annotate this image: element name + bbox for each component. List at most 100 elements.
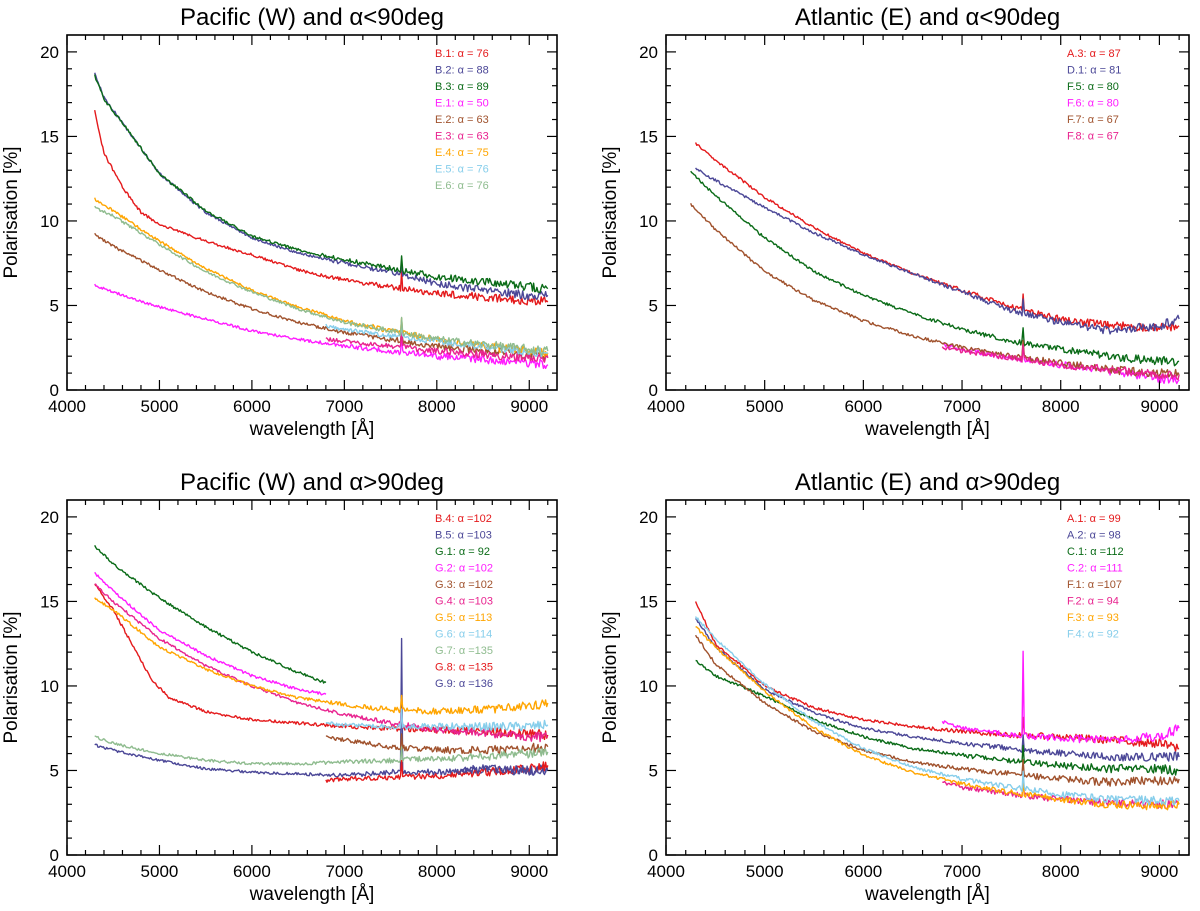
series-line (694, 634, 1180, 787)
series-line (941, 344, 1180, 381)
legend-entry: A.2: α = 98 (1067, 530, 1121, 542)
legend-entry: E.2: α = 63 (435, 114, 489, 126)
chart-panel-4: Atlantic (E) and α>90deg wavelength [Å] Po… (600, 469, 1190, 905)
series-line (94, 197, 549, 358)
series-line (94, 109, 549, 306)
legend-entry: F.3: α = 93 (1067, 612, 1119, 624)
series-line (94, 74, 549, 293)
legend-entry: G.2: α =102 (435, 563, 493, 575)
plot-frame (66, 34, 558, 391)
series-line (94, 571, 327, 696)
y-tick-label: 20 (639, 43, 658, 62)
plot-frame (665, 499, 1190, 856)
y-tick-label: 0 (50, 846, 59, 865)
x-tick-label: 6000 (233, 862, 271, 881)
legend-entry: E.4: α = 75 (435, 147, 489, 159)
x-axis-label: wavelength [Å] (864, 419, 990, 440)
x-axis-label: wavelength [Å] (864, 884, 990, 905)
y-tick-label: 5 (649, 761, 658, 780)
legend-entry: E.5: α = 76 (435, 164, 489, 176)
series-line (694, 142, 1180, 332)
x-tick-label: 6000 (233, 397, 271, 416)
series-line (325, 760, 549, 783)
chart-panel-2: Atlantic (E) and α<90deg wavelength [Å] Po… (600, 4, 1190, 440)
x-tick-label: 7000 (325, 397, 363, 416)
legend-entry: E.1: α = 50 (435, 98, 489, 110)
y-axis-label: Polarisation [%] (1, 611, 22, 743)
series-line (94, 637, 548, 778)
legend-entry: A.3: α = 87 (1067, 48, 1121, 60)
chart-panel-1: Pacific (W) and α<90deg wavelength [Å] Pol… (1, 4, 558, 440)
y-axis-label: Polarisation [%] (1, 146, 22, 278)
legend-entry: G.3: α =102 (435, 579, 493, 591)
y-tick-label: 20 (40, 43, 59, 62)
x-tick-label: 8000 (1042, 862, 1080, 881)
x-tick-label: 7000 (943, 862, 981, 881)
legend-entry: G.7: α =135 (435, 645, 493, 657)
legend-entry: G.8: α =135 (435, 662, 493, 674)
y-tick-label: 20 (639, 508, 658, 527)
x-tick-label: 6000 (844, 397, 882, 416)
x-tick-label: 5000 (141, 862, 179, 881)
x-tick-label: 5000 (746, 397, 784, 416)
x-tick-label: 6000 (844, 862, 882, 881)
legend-entry: G.9: α =136 (435, 678, 493, 690)
x-tick-label: 9000 (1140, 397, 1178, 416)
series-line (325, 733, 549, 755)
series-line (94, 205, 549, 356)
x-tick-label: 7000 (325, 862, 363, 881)
series-group (694, 601, 1180, 811)
x-tick-label: 5000 (746, 862, 784, 881)
x-axis-label: wavelength [Å] (249, 884, 375, 905)
x-tick-label: 4000 (48, 397, 86, 416)
series-group (690, 142, 1180, 385)
y-tick-label: 0 (649, 846, 658, 865)
chart-title: Pacific (W) and α>90deg (180, 469, 444, 496)
chart-title: Atlantic (E) and α<90deg (795, 4, 1060, 31)
series-line (695, 167, 1180, 335)
legend-entry: G.4: α =103 (435, 596, 493, 608)
series-line (690, 170, 1180, 367)
series-line (325, 322, 549, 358)
legend-entry: B.2: α = 88 (435, 65, 489, 77)
legend-entry: G.1: α = 92 (435, 546, 490, 558)
y-tick-label: 10 (40, 212, 59, 231)
y-tick-label: 15 (40, 127, 59, 146)
legend-entry: B.1: α = 76 (435, 48, 489, 60)
y-tick-label: 5 (50, 761, 59, 780)
series-line (454, 764, 549, 776)
x-tick-label: 7000 (943, 397, 981, 416)
series-line (690, 203, 1180, 378)
plot-frame (66, 499, 558, 856)
y-tick-label: 5 (50, 296, 59, 315)
y-axis-label: Polarisation [%] (600, 146, 621, 278)
x-tick-label: 4000 (647, 397, 685, 416)
legend-entry: F.2: α = 94 (1067, 596, 1119, 608)
y-tick-label: 10 (40, 677, 59, 696)
legend-entry: B.4: α =102 (435, 513, 492, 525)
series-line (94, 583, 549, 743)
x-tick-label: 8000 (1042, 397, 1080, 416)
legend-entry: A.1: α = 99 (1067, 513, 1121, 525)
legend-entry: F.6: α = 80 (1067, 98, 1119, 110)
y-tick-label: 5 (649, 296, 658, 315)
x-tick-label: 4000 (48, 862, 86, 881)
legend-entry: E.3: α = 63 (435, 131, 489, 143)
y-tick-label: 0 (649, 381, 658, 400)
x-tick-label: 9000 (510, 397, 548, 416)
y-tick-label: 15 (639, 592, 658, 611)
y-tick-label: 10 (639, 212, 658, 231)
legend-entry: D.1: α = 81 (1067, 65, 1121, 77)
legend-entry: B.3: α = 89 (435, 81, 489, 93)
x-axis-label: wavelength [Å] (249, 419, 375, 440)
series-group (94, 544, 549, 783)
series-line (694, 616, 1180, 806)
x-tick-label: 8000 (418, 397, 456, 416)
legend-entry: F.5: α = 80 (1067, 81, 1119, 93)
series-line (325, 708, 549, 732)
series-line (941, 650, 1180, 744)
y-tick-label: 15 (40, 592, 59, 611)
series-line (694, 601, 1180, 752)
legend-entry: C.2: α =111 (1067, 563, 1123, 575)
